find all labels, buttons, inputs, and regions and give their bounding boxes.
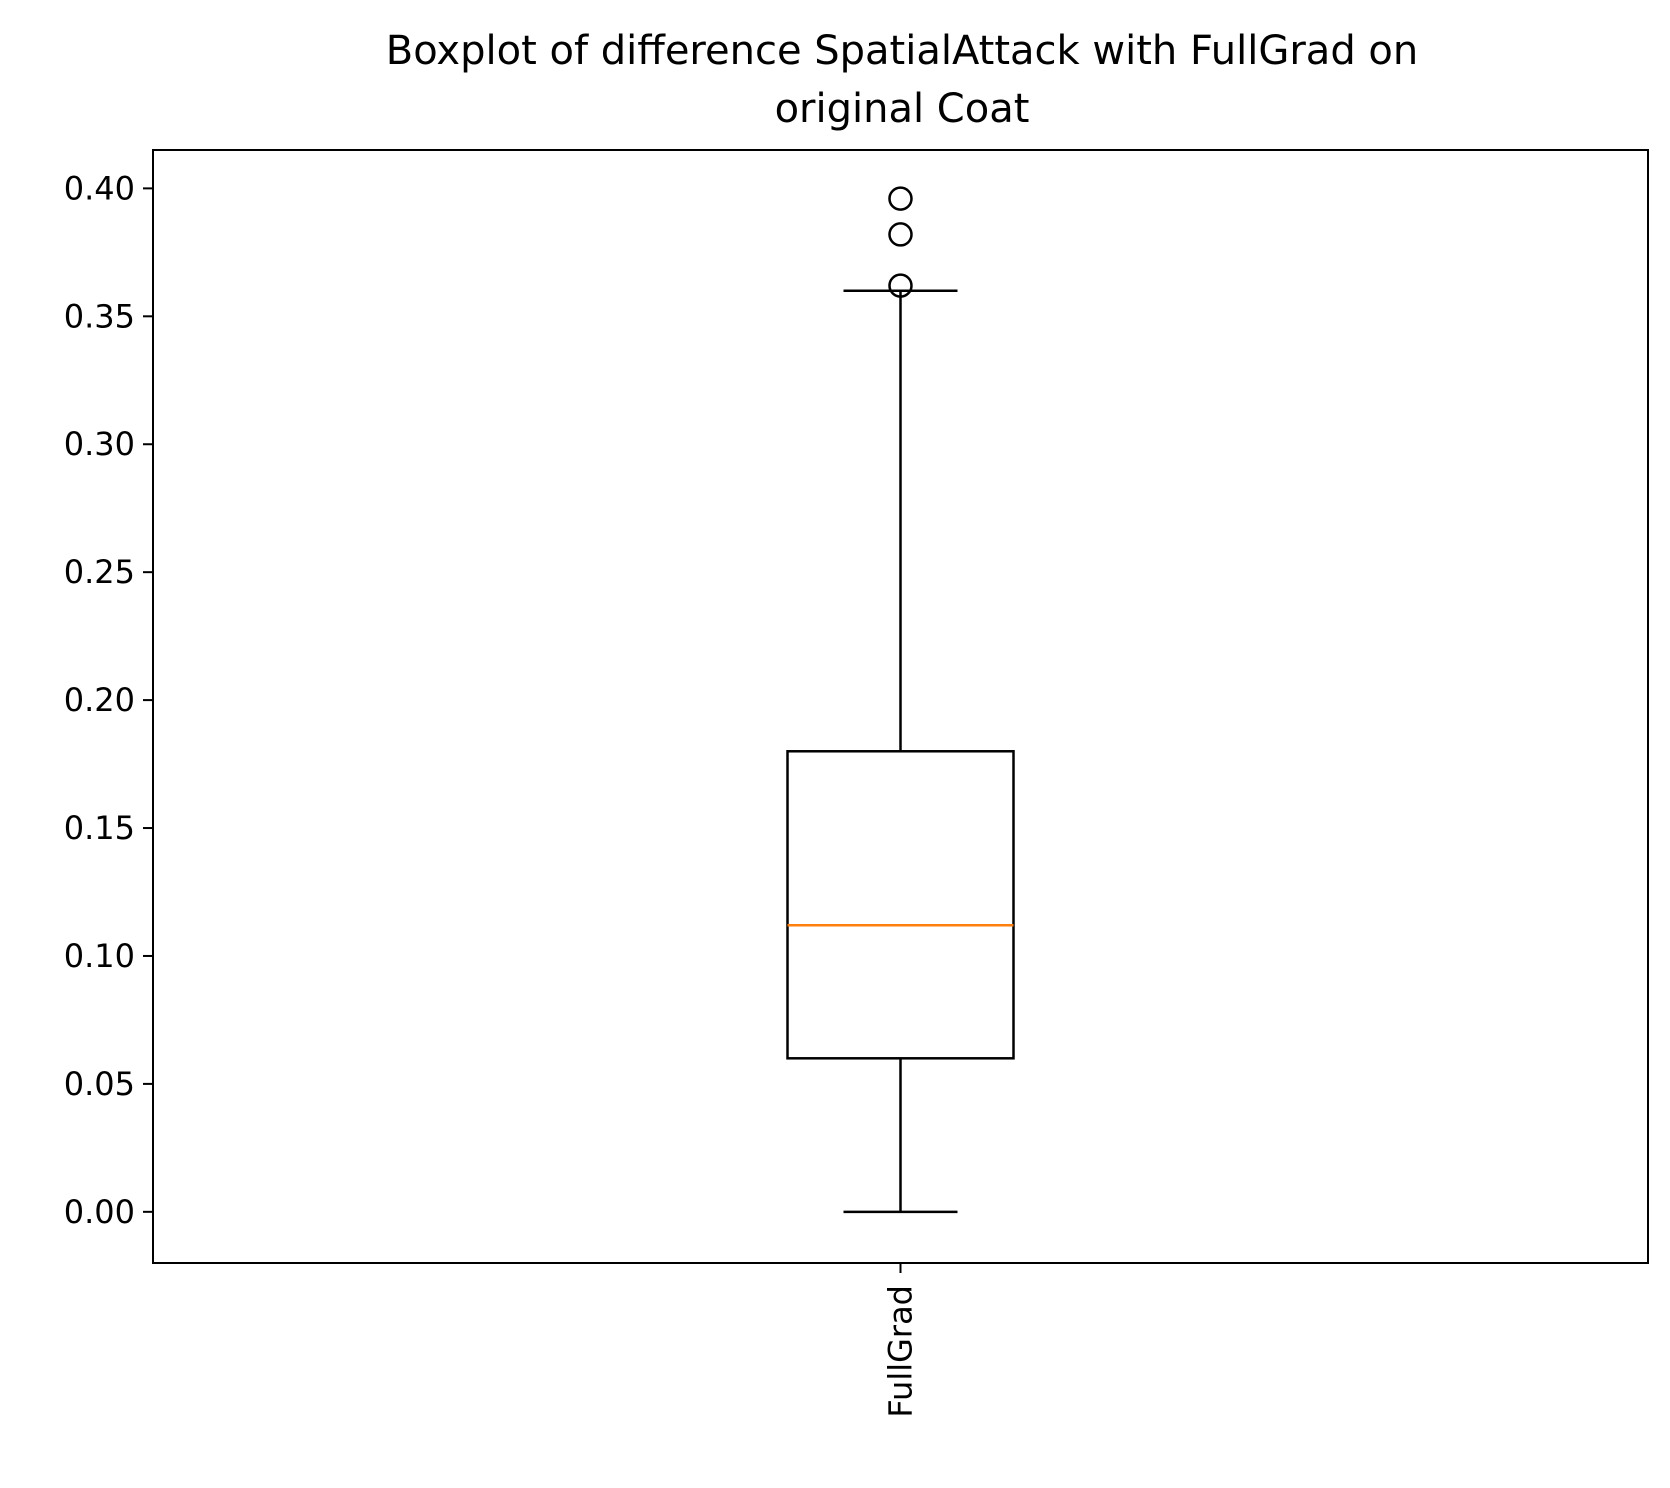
- y-tick-label: 0.10: [64, 937, 135, 975]
- x-axis: FullGrad: [882, 1263, 920, 1418]
- y-tick-label: 0.00: [64, 1193, 135, 1231]
- y-axis: 0.00 0.05 0.10 0.15 0.20 0.25 0.30 0.35 0.40: [64, 169, 153, 1231]
- box-iqr: [786, 750, 1015, 1060]
- y-tick-label: 0.40: [64, 169, 135, 207]
- y-tick-label: 0.20: [64, 681, 135, 719]
- y-tick-label: 0.30: [64, 425, 135, 463]
- outlier-point: [888, 186, 913, 211]
- outlier-point: [888, 273, 913, 298]
- y-tick-label: 0.35: [64, 297, 135, 335]
- y-tick-label: 0.25: [64, 553, 135, 591]
- chart-title-line-1: Boxplot of difference SpatialAttack with…: [386, 28, 1419, 74]
- x-tick-label: FullGrad: [882, 1285, 920, 1418]
- y-tick-label: 0.05: [64, 1065, 135, 1103]
- outlier-point: [888, 222, 913, 247]
- box-series: [786, 186, 1015, 1214]
- chart-title-line-2: original Coat: [775, 86, 1030, 132]
- y-tick-label: 0.15: [64, 809, 135, 847]
